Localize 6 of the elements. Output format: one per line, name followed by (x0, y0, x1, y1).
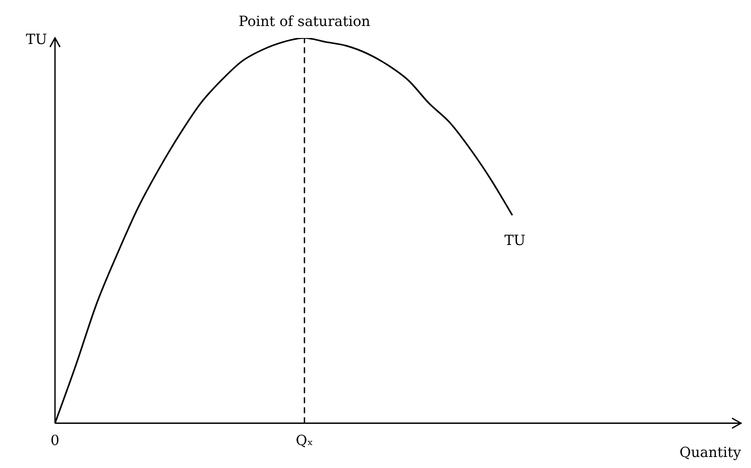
x-tick-label: 0 (50, 433, 60, 450)
x-axis-title: Quantity (680, 445, 742, 462)
annotation: Point of saturation (238, 14, 370, 30)
x-tick-label: Qₓ (296, 433, 314, 450)
y-axis-title: TU (26, 32, 48, 48)
series-label: TU (504, 233, 526, 250)
